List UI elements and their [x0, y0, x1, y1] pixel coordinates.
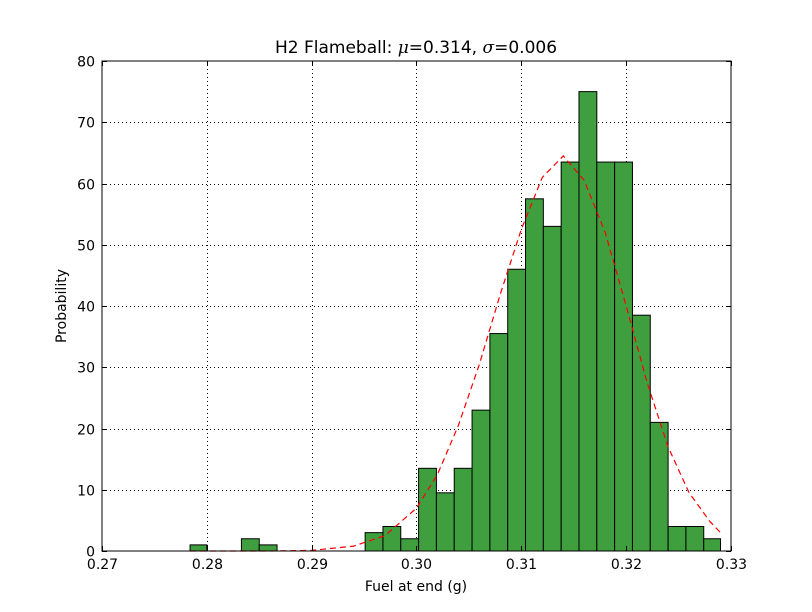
x-tick-label: 0.33: [716, 557, 747, 573]
histogram-bar: [631, 314, 651, 552]
y-axis-label: Probability: [54, 269, 70, 343]
axis-ticks: [102, 61, 732, 552]
y-tick-label: 30: [77, 361, 95, 377]
x-tick-label: 0.31: [506, 557, 537, 573]
x-tick-label: 0.27: [87, 557, 118, 573]
title-mu-symbol: μ: [398, 38, 409, 58]
chart-title: H2 Flameball: μ=0.314, σ=0.006: [275, 38, 557, 58]
y-tick-label: 40: [77, 300, 95, 316]
title-sigma-value: =0.006: [494, 38, 557, 58]
tick-labels: 0.27 0.28 0.29 0.30 0.31 0.32 0.33 0 10 20 30 40 50 6…: [77, 55, 747, 574]
histogram-bar: [525, 198, 544, 552]
y-tick-label: 70: [77, 116, 95, 132]
histogram-bar: [258, 544, 278, 552]
x-tick-label: 0.30: [401, 557, 432, 573]
histogram-bar: [685, 526, 705, 552]
fit-curve-layer: [190, 155, 721, 552]
title-sigma-symbol: σ: [483, 38, 495, 58]
title-mu-value: =0.314,: [409, 38, 483, 58]
y-tick-label: 0: [86, 545, 95, 561]
histogram-bar: [400, 538, 420, 552]
histogram-bar: [364, 532, 384, 552]
y-tick-label: 10: [77, 484, 95, 500]
histogram-bar: [507, 268, 527, 552]
x-tick-label: 0.29: [297, 557, 328, 573]
y-tick-label: 20: [77, 423, 95, 439]
histogram-bar: [596, 161, 616, 552]
histogram-bars: [189, 91, 722, 552]
y-tick-label: 80: [77, 55, 95, 71]
histogram-bar: [614, 161, 633, 552]
x-tick-label: 0.28: [192, 557, 223, 573]
normal-fit-curve: [190, 155, 721, 552]
histogram-bar: [189, 544, 208, 552]
x-axis-label: Fuel at end (g): [365, 579, 467, 595]
histogram-bar: [489, 333, 509, 552]
histogram-bar: [471, 409, 491, 552]
histogram-bar: [703, 538, 722, 552]
histogram-bar: [240, 538, 260, 552]
histogram-bar: [560, 161, 580, 552]
histogram-bar: [435, 492, 455, 552]
x-tick-label: 0.32: [611, 557, 642, 573]
histogram-bar: [542, 225, 562, 552]
histogram-bar: [453, 467, 473, 552]
title-prefix: H2 Flameball:: [275, 38, 398, 58]
y-tick-label: 50: [77, 239, 95, 255]
y-tick-label: 60: [77, 178, 95, 194]
histogram-bar: [667, 526, 687, 552]
histogram-bar: [578, 91, 598, 552]
histogram-bar: [649, 421, 669, 552]
